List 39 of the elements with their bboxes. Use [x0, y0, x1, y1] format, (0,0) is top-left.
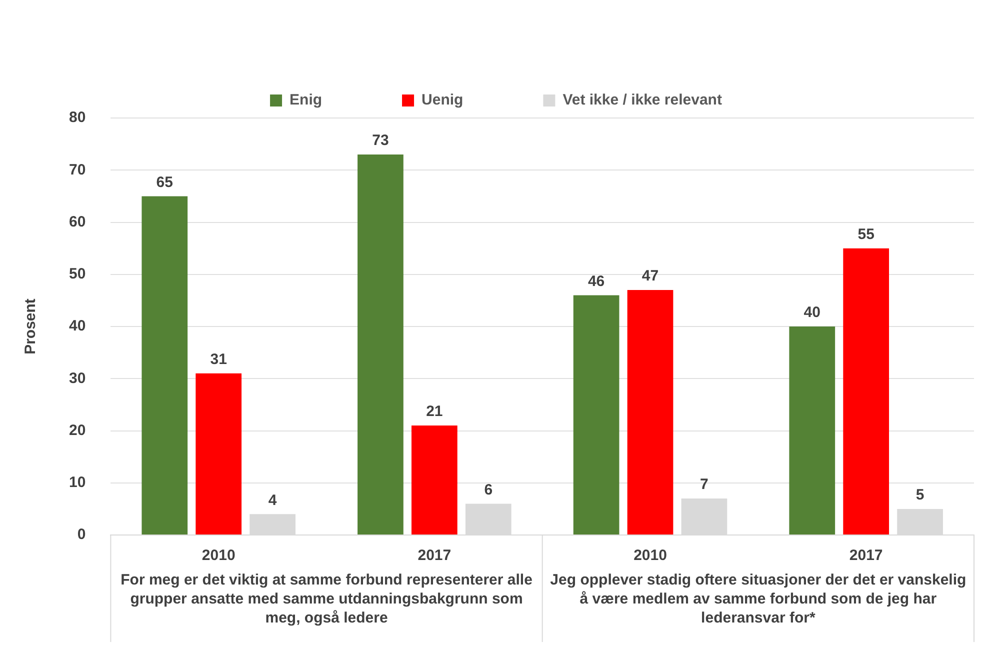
- data-label: 65: [156, 174, 173, 191]
- y-tick-label: 80: [68, 109, 86, 126]
- bar: [142, 196, 188, 534]
- legend-label: Uenig: [422, 92, 464, 109]
- legend-label: Vet ikke / ikke relevant: [562, 92, 722, 109]
- bar: [843, 248, 890, 534]
- x-tick-label: 2017: [849, 547, 883, 564]
- data-label: 31: [210, 351, 227, 368]
- data-label: 47: [642, 268, 659, 285]
- data-label: 21: [426, 403, 443, 420]
- data-label: 4: [268, 492, 278, 509]
- data-label: 40: [804, 304, 820, 322]
- data-label: 46: [588, 272, 605, 290]
- y-tick-label: 20: [68, 422, 86, 439]
- y-tick-label: 70: [68, 161, 86, 178]
- x-tick-label: 2017: [418, 547, 452, 564]
- y-tick-label: 60: [68, 213, 86, 230]
- y-tick-label: 40: [68, 318, 86, 335]
- y-tick-label: 10: [68, 474, 86, 492]
- bar: [358, 154, 404, 534]
- x-tick-label: 2010: [202, 547, 236, 564]
- y-axis-title: Prosent: [22, 298, 40, 354]
- bar: [573, 295, 620, 534]
- bar: [789, 326, 836, 534]
- text: For meg er det viktig at samme forbund representerer alle grupper ansatte med samme utdanningsbakgrunn som meg, også ledere: [120, 572, 532, 627]
- y-tick-label: 30: [68, 370, 86, 387]
- y-tick-label: 0: [77, 526, 86, 544]
- text: Jeg opplever stadig oftere situasjoner der det er vanskelig å være medlem av samme forbund som de jeg har lederansvar for*: [550, 572, 966, 627]
- x-tick-label: 2010: [634, 547, 667, 564]
- data-label: 73: [372, 132, 389, 150]
- bar: [196, 373, 242, 534]
- bar: [627, 290, 674, 534]
- data-label: 5: [916, 486, 924, 504]
- data-label: 6: [484, 481, 493, 498]
- y-tick-label: 50: [68, 266, 86, 283]
- legend-label: Enig: [290, 92, 322, 109]
- bar: [411, 426, 458, 534]
- data-label: 7: [700, 476, 708, 494]
- data-label: 55: [858, 226, 874, 243]
